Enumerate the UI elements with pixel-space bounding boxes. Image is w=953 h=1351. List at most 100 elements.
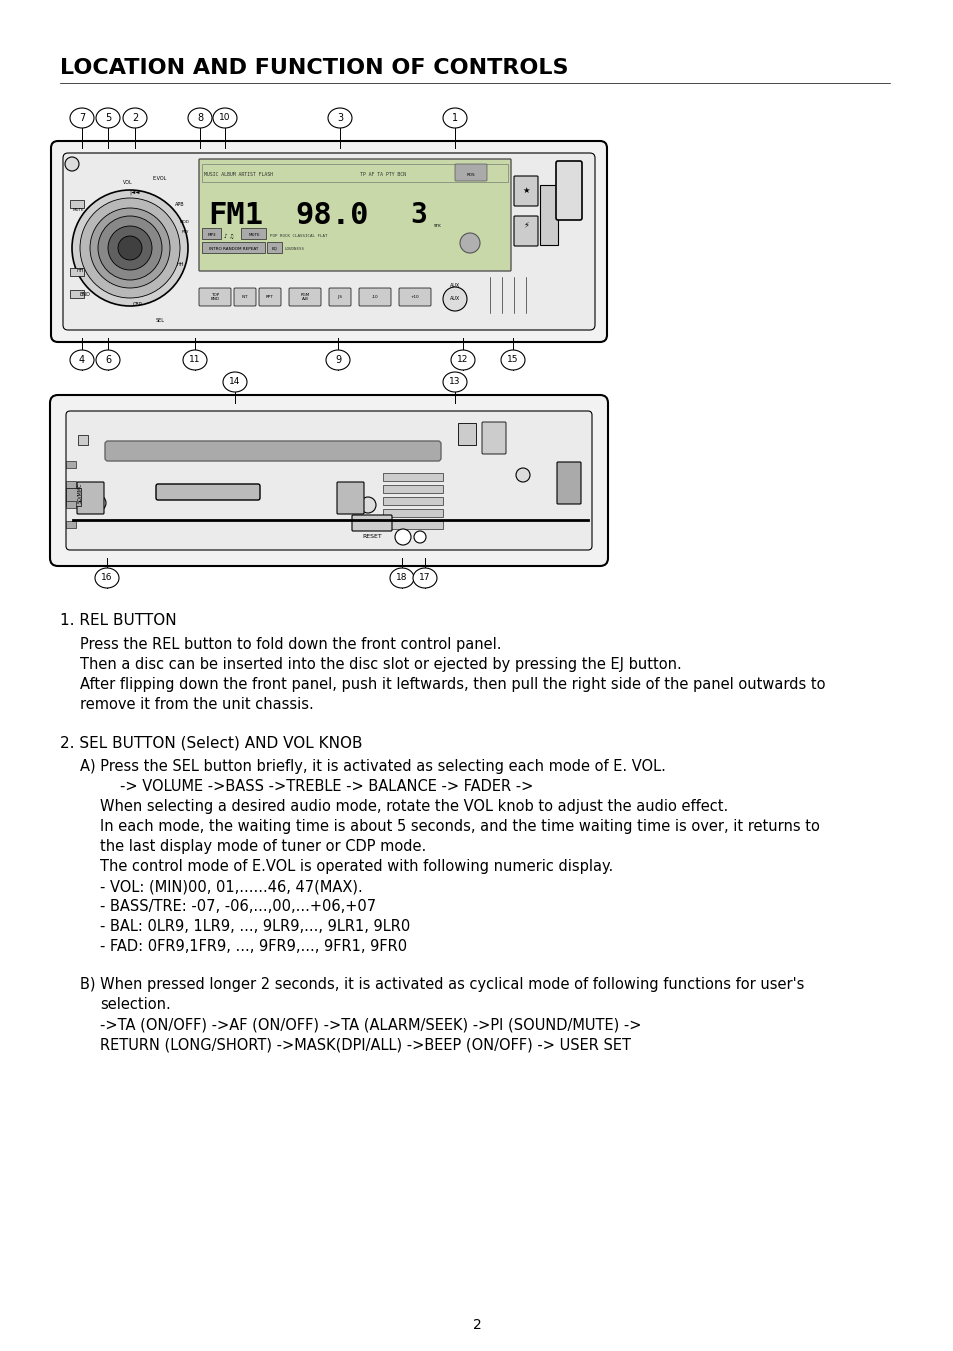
- Text: A) Press the SEL button briefly, it is activated as selecting each mode of E. VO: A) Press the SEL button briefly, it is a…: [80, 759, 665, 774]
- FancyBboxPatch shape: [156, 484, 260, 500]
- Circle shape: [108, 226, 152, 270]
- Ellipse shape: [326, 350, 350, 370]
- Ellipse shape: [95, 567, 119, 588]
- FancyBboxPatch shape: [77, 482, 104, 513]
- Text: ♪ ♫: ♪ ♫: [224, 234, 233, 239]
- FancyBboxPatch shape: [556, 161, 581, 220]
- Text: RETURN (LONG/SHORT) ->MASK(DPI/ALL) ->BEEP (ON/OFF) -> USER SET: RETURN (LONG/SHORT) ->MASK(DPI/ALL) ->BE…: [100, 1038, 630, 1052]
- Text: ⚡: ⚡: [522, 220, 528, 230]
- Text: Press the REL button to fold down the front control panel.: Press the REL button to fold down the fr…: [80, 638, 501, 653]
- Text: 13: 13: [449, 377, 460, 386]
- FancyBboxPatch shape: [352, 515, 392, 531]
- Text: 1. REL BUTTON: 1. REL BUTTON: [60, 613, 176, 628]
- Ellipse shape: [70, 108, 94, 128]
- Ellipse shape: [500, 350, 524, 370]
- Bar: [457, 423, 476, 444]
- FancyBboxPatch shape: [557, 462, 580, 504]
- Ellipse shape: [442, 372, 467, 392]
- Text: -10: -10: [372, 295, 378, 299]
- Text: - FAD: 0FR9,1FR9, ..., 9FR9,..., 9FR1, 9FR0: - FAD: 0FR9,1FR9, ..., 9FR9,..., 9FR1, 9…: [100, 939, 407, 954]
- Text: When selecting a desired audio mode, rotate the VOL knob to adjust the audio eff: When selecting a desired audio mode, rot…: [100, 798, 727, 815]
- Text: POP ROCK CLASSICAL FLAT: POP ROCK CLASSICAL FLAT: [270, 234, 327, 238]
- Text: 14: 14: [229, 377, 240, 386]
- Circle shape: [359, 497, 375, 513]
- Text: TOP
BND: TOP BND: [211, 293, 219, 301]
- Text: 2: 2: [472, 1319, 481, 1332]
- Text: 2: 2: [132, 113, 138, 123]
- Text: MUTE: MUTE: [72, 208, 84, 212]
- Text: 10: 10: [219, 113, 231, 123]
- Circle shape: [98, 216, 162, 280]
- Text: HH: HH: [176, 262, 184, 267]
- Text: AUX: AUX: [450, 296, 459, 301]
- Text: In each mode, the waiting time is about 5 seconds, and the time waiting time is : In each mode, the waiting time is about …: [100, 819, 819, 834]
- Text: 7: 7: [79, 113, 85, 123]
- Text: 15: 15: [507, 355, 518, 365]
- FancyBboxPatch shape: [202, 227, 221, 239]
- Circle shape: [442, 286, 467, 311]
- Text: +10: +10: [410, 295, 419, 299]
- FancyBboxPatch shape: [267, 242, 282, 253]
- Bar: [78, 435, 88, 444]
- Ellipse shape: [223, 372, 247, 392]
- Text: MUSIC ALBUM ARTIST FLASH: MUSIC ALBUM ARTIST FLASH: [204, 172, 273, 177]
- Text: LOUDNESS: LOUDNESS: [285, 247, 305, 251]
- Text: 4: 4: [79, 355, 85, 365]
- FancyBboxPatch shape: [258, 288, 281, 305]
- Text: B) When pressed longer 2 seconds, it is activated as cyclical mode of following : B) When pressed longer 2 seconds, it is …: [80, 977, 803, 992]
- Ellipse shape: [123, 108, 147, 128]
- FancyBboxPatch shape: [66, 411, 592, 550]
- Ellipse shape: [96, 108, 120, 128]
- Ellipse shape: [390, 567, 414, 588]
- Text: 6: 6: [105, 355, 111, 365]
- FancyBboxPatch shape: [105, 440, 440, 461]
- Text: SD/MMC: SD/MMC: [77, 482, 82, 503]
- FancyBboxPatch shape: [63, 153, 595, 330]
- Text: PGM
A-B: PGM A-B: [300, 293, 310, 301]
- Bar: [382, 485, 442, 493]
- Text: MUTE: MUTE: [248, 232, 259, 236]
- FancyBboxPatch shape: [358, 288, 391, 305]
- Circle shape: [516, 467, 530, 482]
- FancyBboxPatch shape: [336, 482, 364, 513]
- Text: FM1: FM1: [208, 200, 263, 230]
- Text: - BAL: 0LR9, 1LR9, ..., 9LR9,..., 9LR1, 9LR0: - BAL: 0LR9, 1LR9, ..., 9LR9,..., 9LR1, …: [100, 919, 410, 934]
- Text: 16: 16: [101, 574, 112, 582]
- Text: 11: 11: [189, 355, 200, 365]
- Bar: [70, 267, 84, 276]
- FancyBboxPatch shape: [202, 242, 265, 253]
- Circle shape: [395, 530, 411, 544]
- Text: 12: 12: [456, 355, 468, 365]
- Text: INTRO RANDOM REPEAT: INTRO RANDOM REPEAT: [209, 247, 258, 251]
- Bar: [66, 461, 76, 467]
- Text: the last display mode of tuner or CDP mode.: the last display mode of tuner or CDP mo…: [100, 839, 426, 854]
- Text: E.VOL: E.VOL: [152, 176, 167, 181]
- Bar: [382, 497, 442, 505]
- Text: 98.0: 98.0: [294, 200, 368, 230]
- Bar: [202, 163, 507, 182]
- Text: |◄◄: |◄◄: [130, 189, 140, 195]
- Bar: [66, 488, 81, 507]
- Ellipse shape: [328, 108, 352, 128]
- FancyBboxPatch shape: [514, 216, 537, 246]
- FancyBboxPatch shape: [233, 288, 255, 305]
- Text: 9: 9: [335, 355, 341, 365]
- Text: 3: 3: [336, 113, 343, 123]
- FancyBboxPatch shape: [50, 394, 607, 566]
- Ellipse shape: [213, 108, 236, 128]
- Circle shape: [90, 494, 106, 511]
- Text: The control mode of E.VOL is operated with following numeric display.: The control mode of E.VOL is operated wi…: [100, 859, 613, 874]
- FancyBboxPatch shape: [289, 288, 320, 305]
- Circle shape: [65, 157, 79, 172]
- Bar: [66, 521, 76, 528]
- Text: LOCATION AND FUNCTION OF CONTROLS: LOCATION AND FUNCTION OF CONTROLS: [60, 58, 568, 78]
- Text: VOL: VOL: [123, 180, 132, 185]
- Ellipse shape: [96, 350, 120, 370]
- Text: After flipping down the front panel, push it leftwards, then pull the right side: After flipping down the front panel, pus…: [80, 677, 824, 692]
- FancyBboxPatch shape: [455, 163, 486, 181]
- Text: 5: 5: [105, 113, 111, 123]
- Text: remove it from the unit chassis.: remove it from the unit chassis.: [80, 697, 314, 712]
- Ellipse shape: [442, 108, 467, 128]
- FancyBboxPatch shape: [51, 141, 606, 342]
- FancyBboxPatch shape: [199, 288, 231, 305]
